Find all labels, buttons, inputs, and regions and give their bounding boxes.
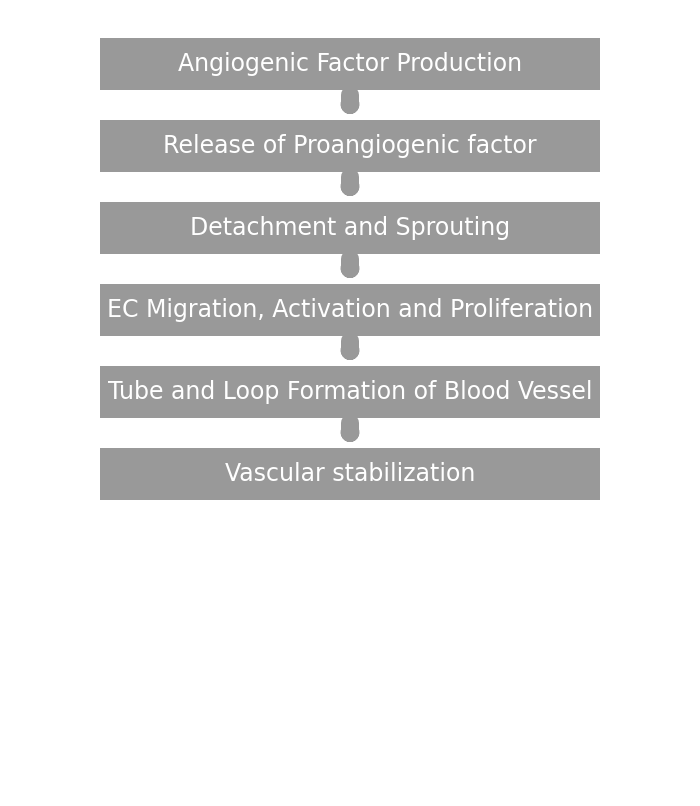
- Text: Release of Proangiogenic factor: Release of Proangiogenic factor: [163, 134, 537, 158]
- Text: Detachment and Sprouting: Detachment and Sprouting: [190, 216, 510, 240]
- FancyBboxPatch shape: [100, 202, 600, 254]
- FancyBboxPatch shape: [100, 366, 600, 418]
- Text: Angiogenic Factor Production: Angiogenic Factor Production: [178, 52, 522, 76]
- Text: Tube and Loop Formation of Blood Vessel: Tube and Loop Formation of Blood Vessel: [108, 380, 592, 404]
- FancyBboxPatch shape: [100, 120, 600, 172]
- Text: Vascular stabilization: Vascular stabilization: [225, 462, 475, 486]
- Text: EC Migration, Activation and Proliferation: EC Migration, Activation and Proliferati…: [107, 298, 593, 322]
- FancyBboxPatch shape: [100, 448, 600, 500]
- FancyBboxPatch shape: [100, 284, 600, 336]
- FancyBboxPatch shape: [100, 38, 600, 90]
